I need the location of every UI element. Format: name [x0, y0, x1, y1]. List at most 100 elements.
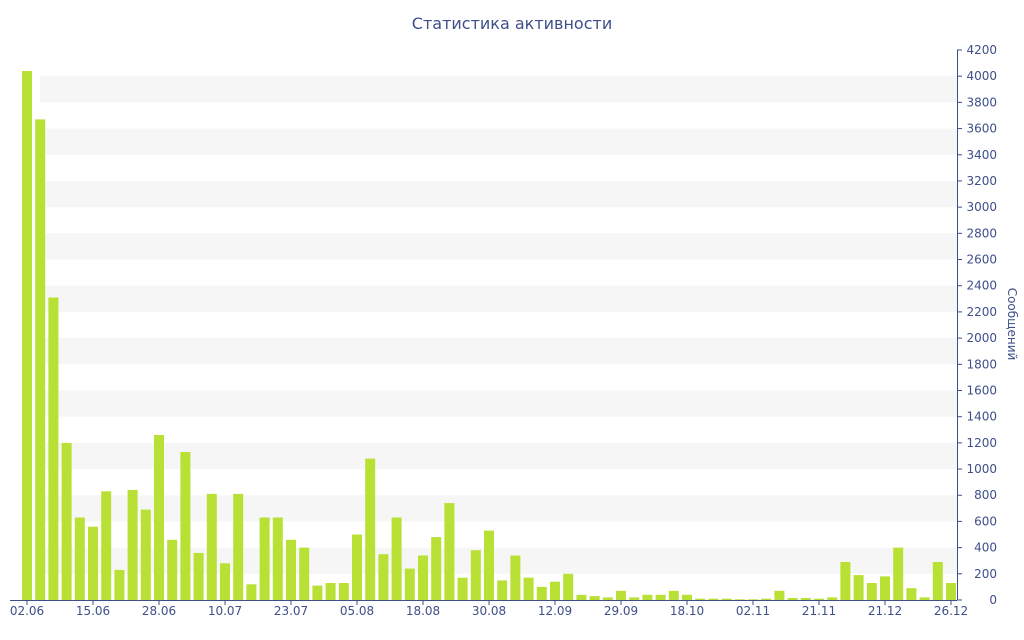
- bar: [154, 435, 164, 600]
- bar: [431, 537, 442, 600]
- y-axis-label: Сообщений: [1005, 288, 1019, 361]
- bar: [127, 490, 138, 600]
- grid-band: [40, 495, 957, 522]
- bar: [404, 568, 415, 600]
- bar: [827, 597, 838, 600]
- bar: [418, 555, 428, 600]
- x-tick-label: 30.08: [472, 604, 506, 618]
- bar: [629, 597, 640, 600]
- chart-title: Статистика активности: [411, 14, 613, 33]
- bar: [22, 71, 32, 600]
- bar: [510, 555, 521, 600]
- y-tick-label: 2400: [966, 279, 997, 293]
- bar: [101, 491, 112, 600]
- bar: [748, 599, 758, 600]
- grid-band: [40, 547, 957, 574]
- y-tick-label: 800: [974, 488, 997, 502]
- bar: [642, 594, 653, 600]
- bar: [695, 598, 706, 600]
- grid-band: [40, 442, 957, 470]
- bar: [787, 598, 798, 600]
- bar: [246, 584, 257, 600]
- y-tick-label: 1400: [966, 410, 997, 424]
- x-tick-label: 02.11: [736, 604, 770, 618]
- y-tick-label: 200: [974, 567, 997, 581]
- bar: [352, 534, 362, 600]
- y-tick-label: 1000: [966, 462, 997, 476]
- y-tick-label: 3400: [966, 148, 997, 162]
- x-tick-label: 21.11: [802, 604, 836, 618]
- x-tick-label: 18.08: [406, 604, 440, 618]
- bar: [616, 590, 626, 600]
- y-tick-label: 3200: [966, 174, 997, 188]
- bar: [206, 493, 217, 600]
- bar: [35, 119, 46, 601]
- bar: [233, 493, 244, 600]
- bar: [312, 585, 323, 600]
- grid-band: [40, 128, 957, 155]
- x-tick-label: 21.12: [868, 604, 902, 618]
- bar: [853, 575, 864, 600]
- bar: [550, 581, 560, 600]
- bar: [576, 594, 587, 600]
- y-tick-label: 0: [989, 593, 997, 607]
- bar: [668, 590, 679, 600]
- bar: [391, 517, 402, 600]
- x-tick-label: 26.12: [934, 604, 968, 618]
- bar: [655, 594, 666, 600]
- bar: [484, 530, 494, 600]
- bar: [299, 547, 310, 600]
- bar: [589, 596, 600, 600]
- bar: [365, 458, 376, 600]
- bar: [734, 599, 745, 600]
- bar: [259, 517, 270, 600]
- bar: [497, 580, 508, 600]
- bar: [272, 517, 283, 600]
- y-tick-label: 2600: [966, 253, 997, 267]
- grid-band: [40, 390, 957, 417]
- x-tick-label: 15.06: [76, 604, 110, 618]
- bar: [761, 598, 772, 600]
- bar: [88, 526, 98, 600]
- bar: [880, 576, 890, 600]
- bar: [682, 594, 692, 600]
- bar: [48, 297, 59, 600]
- x-tick-label: 05.08: [340, 604, 374, 618]
- bar: [523, 577, 534, 600]
- x-tick-label: 29.09: [604, 604, 638, 618]
- x-tick-label: 10.07: [208, 604, 242, 618]
- bar: [457, 577, 468, 600]
- y-axis: 0 200 400 600 800 1000 1200 1400 1600 1800 2000 220…: [957, 43, 997, 607]
- bar: [563, 573, 574, 600]
- x-tick-label: 02.06: [10, 604, 44, 618]
- x-axis: 02.06 15.06 28.06 10.07 23.07 05.08 18.08 30.08…: [10, 600, 968, 618]
- y-tick-label: 2200: [966, 305, 997, 319]
- bar: [470, 550, 481, 600]
- bar: [61, 442, 72, 600]
- bar: [193, 552, 204, 600]
- bar: [140, 509, 151, 600]
- x-tick-label: 12.09: [538, 604, 572, 618]
- bar: [114, 569, 125, 600]
- x-tick-label: 28.06: [142, 604, 176, 618]
- y-tick-label: 2000: [966, 331, 997, 345]
- bar: [378, 554, 389, 600]
- grid-band: [40, 338, 957, 365]
- bar: [840, 562, 851, 600]
- bar: [774, 590, 785, 600]
- grid-band: [40, 233, 957, 260]
- y-tick-label: 1200: [966, 436, 997, 450]
- y-tick-label: 3800: [966, 95, 997, 109]
- y-tick-label: 600: [974, 514, 997, 528]
- bar: [906, 588, 917, 600]
- bar: [919, 597, 930, 600]
- bar: [721, 598, 732, 600]
- bar: [338, 583, 349, 600]
- y-tick-label: 1600: [966, 383, 997, 397]
- bar: [74, 517, 85, 600]
- bar: [325, 583, 336, 600]
- bar: [602, 597, 613, 600]
- bar: [893, 547, 904, 600]
